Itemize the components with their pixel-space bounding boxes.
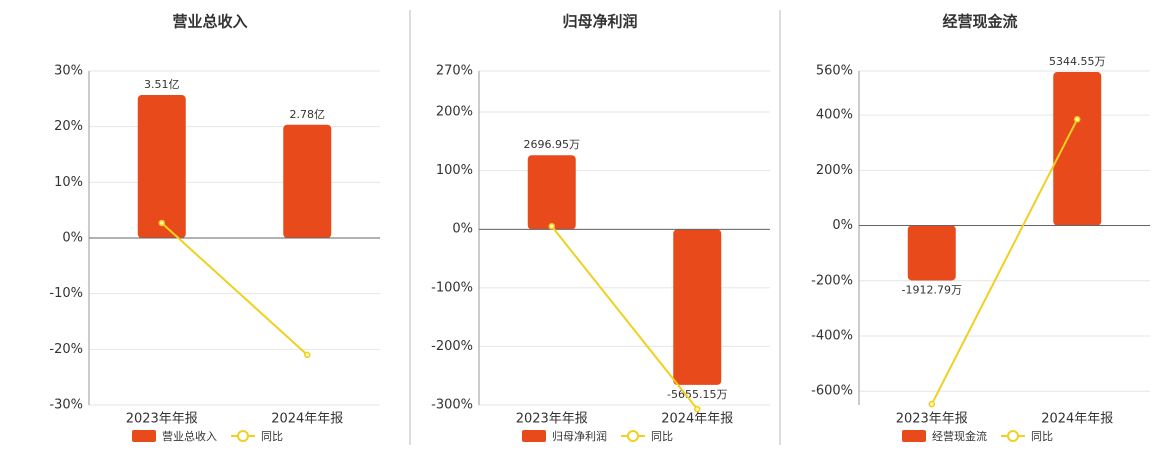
legend-label: 归母净利润	[552, 429, 607, 443]
legend-label: 同比	[651, 430, 673, 443]
chart-title: 经营现金流	[942, 13, 1017, 31]
line	[550, 225, 699, 410]
x-tick-label: 2023年年报	[516, 412, 588, 427]
y-tick-label: -400%	[811, 328, 853, 343]
x-tick-label: 2024年年报	[1041, 412, 1113, 427]
y-tick-label: -100%	[431, 280, 473, 295]
y-tick-label: 100%	[436, 163, 473, 178]
y-tick-label: -200%	[431, 339, 473, 354]
bar	[907, 225, 956, 281]
line-point	[304, 351, 311, 359]
line-point	[1074, 116, 1081, 123]
y-tick-label: -200%	[811, 273, 853, 288]
y-tick-label: 0%	[452, 222, 473, 237]
chart-title: 营业总收入	[172, 13, 247, 31]
chart-title: 归母净利润	[562, 13, 637, 31]
legend-marker	[627, 430, 639, 442]
data-label: -5655.15万	[667, 388, 727, 401]
data-label: 5344.55万	[1049, 55, 1106, 68]
x-tick-label: 2023年年报	[126, 412, 198, 427]
legend-swatch	[902, 430, 926, 442]
y-tick-label: -30%	[49, 398, 83, 413]
line-point	[548, 223, 555, 230]
y-tick-label: 200%	[436, 105, 473, 120]
y-tick-label: 0%	[62, 231, 83, 246]
bar	[283, 124, 332, 238]
y-tick-label: -20%	[49, 342, 83, 357]
bar	[673, 229, 722, 385]
y-tick-label: -10%	[49, 286, 83, 301]
line-point	[158, 219, 165, 227]
y-tick-label: 20%	[54, 119, 83, 134]
line	[930, 118, 1079, 405]
legend-label: 同比	[1031, 430, 1053, 443]
legend-label: 营业总收入	[162, 429, 217, 443]
y-tick-label: -300%	[431, 398, 473, 413]
bar	[1053, 72, 1102, 226]
y-tick-label: 10%	[54, 175, 83, 190]
bar	[137, 95, 186, 238]
y-tick-label: 400%	[816, 108, 853, 123]
y-tick-label: 0%	[832, 218, 853, 233]
y-tick-label: 560%	[816, 64, 853, 79]
line-point	[928, 400, 935, 408]
x-tick-label: 2023年年报	[896, 412, 968, 427]
bar	[527, 155, 576, 230]
data-label: 2696.95万	[524, 138, 581, 151]
x-tick-label: 2024年年报	[271, 412, 343, 427]
y-tick-label: 200%	[816, 163, 853, 178]
x-tick-label: 2024年年报	[661, 412, 733, 427]
y-tick-label: 270%	[436, 64, 473, 79]
legend-label: 同比	[261, 430, 283, 443]
legend-marker	[237, 430, 249, 442]
data-label: 2.78亿	[290, 108, 326, 121]
legend-marker	[1007, 430, 1019, 442]
y-tick-label: -600%	[811, 384, 853, 399]
data-label: 3.51亿	[144, 78, 180, 91]
y-tick-label: 30%	[54, 64, 83, 79]
data-label: -1912.79万	[902, 283, 962, 296]
line	[161, 222, 308, 356]
legend-swatch	[522, 430, 546, 442]
line-point	[694, 405, 701, 413]
legend-label: 经营现金流	[932, 429, 987, 443]
legend-swatch	[132, 430, 156, 442]
